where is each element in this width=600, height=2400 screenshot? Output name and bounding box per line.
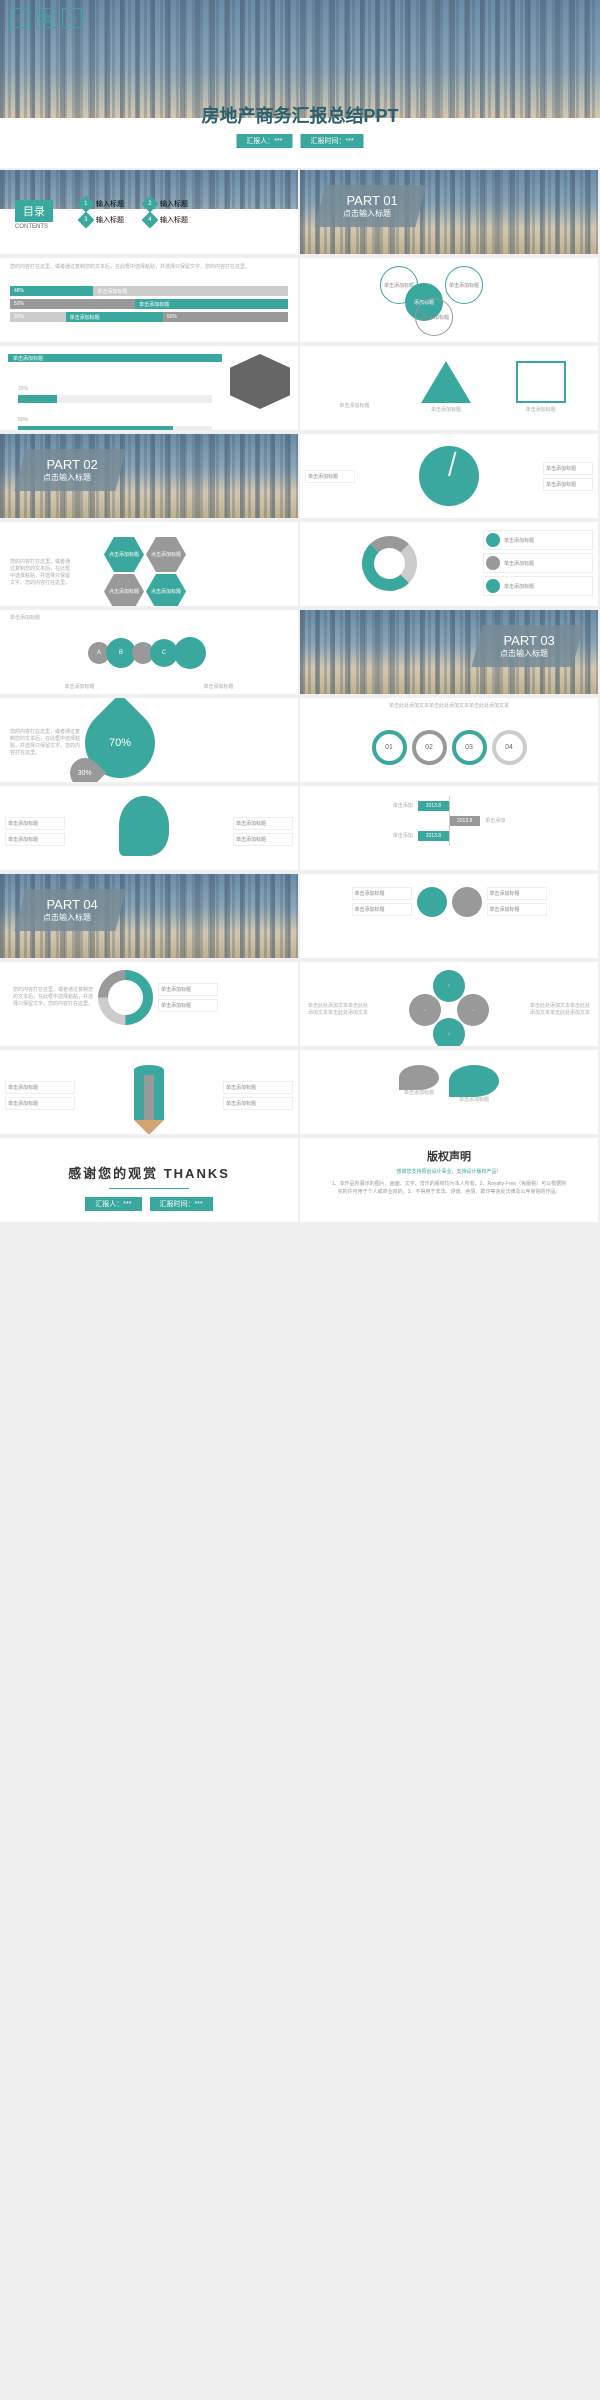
- percent-slide: 单击添加标题 20% 80%: [0, 346, 298, 430]
- part-01-banner: PART 01 点击输入标题: [300, 170, 598, 254]
- copyright-text: 1、本作品所展示的图片、画面、文字、音乐的版权均为本人所有。2、Royalty-…: [310, 1180, 588, 1196]
- pencil-slide: 单击添加标题 单击添加标题 单击添加标题 单击添加标题: [0, 1050, 298, 1134]
- copyright-slide: 版权声明 感谢您支持原创设计事业，支持设计版权产品！ 1、本作品所展示的图片、画…: [300, 1138, 598, 1222]
- cover-title-block: 房地产商务汇报总结PPT 汇报人：*** 汇报时间：***: [201, 102, 398, 148]
- ring-slide: 您的内容打在这里，或者通过复制您的文本后，在此框中选择粘贴，并选择只保留文字。您…: [0, 962, 298, 1046]
- bars-slide: 您的内容打在这里，或者通过复制您的文本后，在此框中选择粘贴，并选择只保留文字。您…: [0, 258, 298, 342]
- head-icon: [119, 796, 179, 866]
- donut-chart: [362, 536, 417, 591]
- hexagon-icon: [230, 354, 290, 409]
- gauge-slide: 单击添加标题 单击添加标题 单击添加标题: [300, 434, 598, 518]
- brackets-slide: 单击添加标题 单击添加标题 单击添加标题 单击添加标题: [300, 874, 598, 958]
- hexagon-slide: 您的内容打在这里，或者通过复制您的文本后，在此框中选择粘贴，并选择只保留文字。您…: [0, 522, 298, 606]
- triangles-slide: 单击添加标题 单击添加标题 单击添加标题: [300, 346, 598, 430]
- bar-chart: 48%单击添加标题 52%单击添加标题 20%单击添加标题50%: [0, 273, 298, 335]
- cross-circles: ↑ ← → ↓: [409, 970, 489, 1046]
- bird-icon: [449, 1065, 499, 1097]
- gauge-chart: [419, 446, 479, 506]
- timeline: 单击添加2013.8 2013.8单击添加 单击添加2013.8: [300, 786, 598, 856]
- thanks-slide: 感谢您的观赏 THANKS 汇报人：*** 汇报时间：***: [0, 1138, 298, 1222]
- bubbles-slide: 单击添加标题 ABC 单击添加标题单击添加标题: [0, 610, 298, 694]
- head-slide: 单击添加标题 单击添加标题 单击添加标题 单击添加标题: [0, 786, 298, 870]
- pencil-icon: [134, 1065, 164, 1125]
- birds-slide: 单击添加标题 单击添加标题: [300, 1050, 598, 1134]
- date-tag: 汇报时间：***: [300, 134, 363, 148]
- ring-chart: [87, 962, 165, 1036]
- cover-title: 房地产商务汇报总结PPT: [201, 102, 398, 128]
- toc-slide: 目录 CONTENTS 1输入标题 2输入标题 3输入标题 4输入标题: [0, 170, 298, 254]
- bird-icon: [399, 1065, 439, 1090]
- cross-slide: 单击此处添加文本单击此处添加文本单击此处添加文本 ↑ ← → ↓ 单击此处添加文…: [300, 962, 598, 1046]
- bubble-chart: ABC: [0, 622, 298, 684]
- part-02-banner: PART 02 点击输入标题: [0, 434, 298, 518]
- bank-icon: 🏛: [36, 8, 56, 28]
- cover-slide: ⌂ 🏛 ▭ 房地产商务汇报总结PPT 汇报人：*** 汇报时间：***: [0, 0, 600, 168]
- toc-label: 目录 CONTENTS: [15, 200, 53, 230]
- donut-slide: 单击添加标题 单击添加标题 单击添加标题: [300, 522, 598, 606]
- part-04-banner: PART 04 点击输入标题: [0, 874, 298, 958]
- step-circles: 01020304: [300, 715, 598, 780]
- presenter-tag: 汇报人：***: [236, 134, 292, 148]
- shop-icon: ▭: [62, 8, 82, 28]
- part-03-banner: PART 03 点击输入标题: [300, 610, 598, 694]
- steps-slide: 单击此处添加文本单击此处添加文本单击此处添加文本 01020304: [300, 698, 598, 782]
- copyright-title: 版权声明: [310, 1148, 588, 1164]
- venn-slide: 单击添加标题 添加标题 单击添加标题 单击添加标题: [300, 258, 598, 342]
- building-icon: ⌂: [10, 8, 30, 28]
- drop-slide: 您的内容打在这里，或者通过复制您的文本后，在此框中选择粘贴，并选择只保留文字。您…: [0, 698, 298, 782]
- cover-icons: ⌂ 🏛 ▭: [10, 8, 82, 28]
- timeline-slide: 单击添加2013.8 2013.8单击添加 单击添加2013.8: [300, 786, 598, 870]
- toc-items: 1输入标题 2输入标题 3输入标题 4输入标题: [80, 198, 188, 226]
- thanks-title: 感谢您的观赏 THANKS: [25, 1163, 273, 1182]
